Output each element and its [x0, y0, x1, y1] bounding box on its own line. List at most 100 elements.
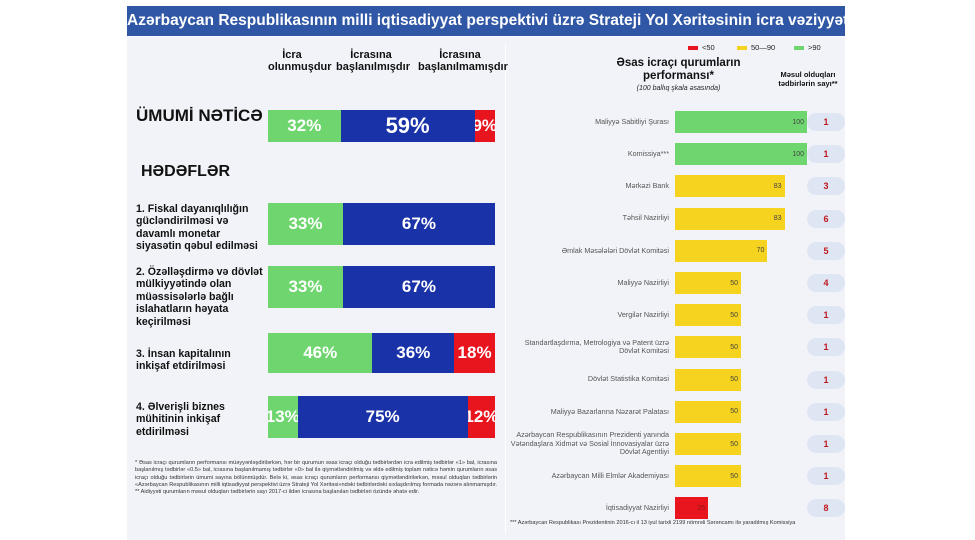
agency-label: Azərbaycan Respublikasının Prezidenti ya… [510, 430, 669, 457]
bar-segment-done: 46% [268, 333, 373, 373]
panel-divider [505, 44, 506, 534]
footnote-right: *** Azərbaycan Respublikası Prezidentini… [510, 520, 796, 526]
performance-bar: 83 [675, 175, 785, 198]
agency-label: Standartlaşdırma, Metrologiya və Patent … [524, 337, 669, 356]
col-header-started: İcrasına başlanılmışdır [336, 49, 410, 73]
performance-value-label: 50 [730, 472, 738, 480]
performance-value-label: 50 [730, 311, 738, 319]
legend-swatch-low [688, 45, 698, 50]
performance-value-label: 50 [730, 376, 738, 384]
bar-segment-done: 13% [268, 396, 298, 438]
bar-segment-started: 59% [340, 110, 475, 142]
data-label: 13% [268, 407, 298, 426]
data-label: 75% [365, 407, 400, 426]
performance-bar: 50 [675, 400, 741, 423]
stacked-bar-row-1: 33% 67% [268, 203, 495, 245]
agency-label: Maliyyə Nazirliyi [617, 277, 669, 287]
data-label: 12% [467, 407, 495, 426]
performance-subtitle: (100 ballıq şkala əsasında) [636, 85, 721, 92]
responsible-count-badge: 1 [807, 370, 845, 389]
performance-bar: 100 [675, 111, 807, 133]
performance-value-label: 83 [773, 182, 782, 190]
legend-swatch-high [794, 45, 804, 50]
bar-segment-started: 36% [372, 333, 455, 373]
performance-bar: 70 [675, 239, 768, 262]
data-label: 36% [396, 343, 431, 362]
agency-label: Maliyyə Bazarlarına Nəzarət Palatası [550, 406, 669, 416]
performance-value-label: 100 [792, 118, 804, 126]
bar-segment-started: 67% [342, 203, 495, 245]
data-label: 33% [288, 277, 323, 296]
agency-label: İqtisadiyyat Nazirliyi [605, 503, 669, 513]
data-label: 32% [287, 116, 322, 135]
data-label: 67% [401, 214, 436, 233]
performance-value-label: 83 [773, 215, 782, 223]
performance-value-label: 50 [730, 279, 738, 287]
performance-title: Əsas icraçı qurumların performansı* [616, 57, 741, 82]
responsible-count-badge: 5 [807, 241, 845, 260]
legend-swatch-mid [737, 45, 747, 50]
responsible-count-badge: 1 [807, 467, 845, 486]
performance-value-label: 50 [730, 343, 738, 351]
goal-label-4: 4. Əlverişli biznes mühitinin inkişaf et… [136, 401, 225, 438]
goal-label-3: 3. İnsan kapitalının inkişaf etdirilməsi [136, 348, 231, 373]
goal-label-1: 1. Fiskal dayanıqlılığın gücləndirilməsi… [136, 203, 258, 253]
performance-bar: 25 [675, 497, 708, 520]
agency-label: Təhsil Nazirliyi [622, 213, 669, 223]
data-label: 33% [288, 214, 323, 233]
stacked-bar-row-3: 46% 36% 18% [268, 333, 495, 373]
data-label: 67% [401, 277, 436, 296]
performance-bar: 50 [675, 368, 741, 391]
responsible-count-badge: 1 [807, 435, 845, 453]
responsible-count-badge: 6 [807, 209, 845, 228]
performance-bar: 100 [675, 143, 807, 166]
responsible-count-badge: 1 [807, 338, 845, 357]
bar-segment-done: 33% [268, 266, 343, 308]
legend-item-low: <50 [688, 43, 715, 52]
legend-label-mid: 50—90 [751, 43, 776, 52]
legend-label-low: <50 [702, 43, 715, 52]
performance-bar: 50 [675, 272, 741, 294]
agency-label: Komissiya*** [627, 148, 669, 158]
performance-bar: 50 [675, 433, 741, 455]
agency-label: Əmlak Məsələləri Dövlət Komitəsi [561, 245, 669, 255]
agency-label: Azərbaycan Milli Elmlər Akademiyası [551, 470, 669, 480]
overall-label: ÜMUMİ NƏTİCƏ [136, 106, 263, 125]
legend-item-mid: 50—90 [737, 43, 775, 52]
performance-value-label: 50 [730, 440, 738, 448]
performance-bar: 50 [675, 304, 741, 327]
responsible-count-badge: 4 [807, 274, 845, 292]
goal-label-2: 2. Özəlləşdirmə və dövlət mülkiyyətində … [136, 266, 263, 328]
performance-value-label: 50 [730, 408, 738, 416]
agency-label: Maliyyə Sabitliyi Şurası [595, 116, 669, 126]
bar-segment-not-started: 9% [474, 110, 495, 142]
bar-segment-done: 32% [268, 110, 341, 142]
bar-segment-started: 75% [297, 396, 468, 438]
data-label: 59% [385, 113, 430, 138]
bar-segment-not-started: 12% [467, 396, 495, 438]
bar-segment-started: 67% [342, 266, 495, 308]
performance-bar: 83 [675, 207, 785, 230]
performance-bar: 50 [675, 465, 741, 488]
responsible-count-badge: 1 [807, 306, 845, 325]
data-label: 18% [457, 343, 492, 362]
responsible-count-badge: 1 [807, 113, 845, 131]
agency-label: Dövlət Statistika Komitəsi [587, 374, 669, 384]
performance-bar: 50 [675, 336, 741, 359]
stacked-bar-row-2: 33% 67% [268, 266, 495, 308]
footnote-left: * Əsas icraçı qurumların performansı müə… [135, 460, 497, 496]
responsible-count-badge: 8 [807, 499, 845, 518]
goals-heading: HƏDƏFLƏR [141, 163, 231, 180]
responsible-count-badge: 3 [807, 177, 845, 196]
stacked-bar-row-4: 13% 75% 12% [268, 396, 495, 438]
responsible-count-title: Məsul olduqları tədbirlərin sayı** [778, 70, 838, 88]
agency-label: Mərkəzi Bank [625, 181, 669, 191]
col-header-done: İcra olunmuşdur [268, 49, 332, 73]
agency-label: Vergilər Nazirliyi [617, 309, 669, 319]
stacked-bar-row-0: 32% 59% 9% [268, 110, 495, 142]
page-title: Azərbaycan Respublikasının milli iqtisad… [127, 6, 845, 36]
performance-value-label: 25 [697, 504, 705, 512]
col-header-not-started: İcrasına başlanılmamışdır [418, 49, 508, 73]
legend-item-high: >90 [794, 43, 821, 52]
bar-segment-not-started: 18% [454, 333, 495, 373]
